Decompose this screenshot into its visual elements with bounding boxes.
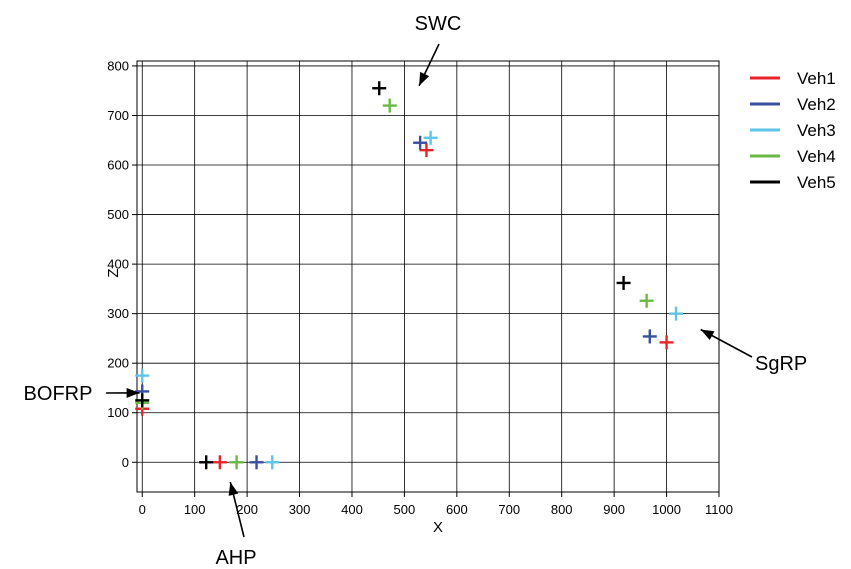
annotation-arrow (418, 43, 440, 87)
annotation-swc: SWC (415, 13, 462, 87)
annotation-arrow (228, 481, 245, 538)
plus-marker (199, 455, 214, 470)
plus-marker (616, 275, 631, 290)
legend-label: Veh1 (797, 69, 836, 88)
plus-marker (382, 98, 397, 113)
x-tick-label: 500 (394, 502, 416, 517)
x-tick-label: 100 (184, 502, 206, 517)
annotation-label: AHP (215, 547, 256, 569)
annotation-label: SgRP (755, 353, 807, 375)
annotation-bofrp: BOFRP (24, 383, 140, 405)
legend-item-veh4: Veh4 (750, 147, 836, 166)
plus-marker (669, 306, 684, 321)
x-tick-label: 200 (236, 502, 258, 517)
x-tick-label: 1100 (705, 502, 733, 517)
series-veh1 (135, 143, 674, 470)
plot-area (136, 60, 720, 493)
legend-label: Veh2 (797, 95, 836, 114)
plus-marker (265, 455, 280, 470)
annotation-arrow (105, 387, 140, 398)
legend: Veh1 Veh2 Veh3 Veh4 Veh5 (750, 69, 836, 192)
legend-item-veh5: Veh5 (750, 173, 836, 192)
y-tick-label: 400 (107, 257, 129, 272)
y-axis-label: Z (105, 268, 122, 277)
grid-lines (137, 61, 720, 492)
y-axis-ticks: 0 100 200 300 400 500 600 700 800 (107, 58, 137, 470)
y-tick-label: 0 (122, 455, 129, 470)
x-tick-label: 700 (498, 502, 520, 517)
legend-item-veh1: Veh1 (750, 69, 836, 88)
y-tick-label: 500 (107, 207, 129, 222)
y-tick-label: 800 (107, 58, 129, 73)
plus-marker (212, 455, 227, 470)
x-tick-label: 1000 (652, 502, 681, 517)
legend-label: Veh5 (797, 173, 836, 192)
plus-marker (423, 130, 438, 145)
annotation-label: BOFRP (24, 383, 93, 405)
x-tick-label: 900 (603, 502, 625, 517)
y-tick-label: 700 (107, 108, 129, 123)
series-veh5 (135, 81, 631, 470)
plus-marker (135, 393, 150, 408)
legend-label: Veh4 (797, 147, 836, 166)
plus-marker (659, 335, 674, 350)
annotations: SWC SgRP BOFRP AHP (24, 13, 808, 569)
data-points (135, 81, 684, 470)
y-tick-label: 100 (107, 405, 129, 420)
legend-item-veh3: Veh3 (750, 121, 836, 140)
plus-marker (639, 293, 654, 308)
plus-marker (642, 329, 657, 344)
annotation-label: SWC (415, 13, 462, 35)
plus-marker (372, 81, 387, 96)
plus-marker (249, 455, 264, 470)
x-tick-label: 300 (289, 502, 311, 517)
x-tick-label: 600 (446, 502, 468, 517)
plus-marker (135, 368, 150, 383)
plus-marker (413, 135, 428, 150)
annotation-ahp: AHP (215, 481, 257, 569)
plus-marker (229, 455, 244, 470)
y-tick-label: 200 (107, 356, 129, 371)
x-tick-label: 400 (341, 502, 363, 517)
series-veh3 (135, 130, 684, 470)
x-tick-label: 0 (139, 502, 146, 517)
plus-marker (419, 143, 434, 158)
legend-item-veh2: Veh2 (750, 95, 836, 114)
y-tick-label: 300 (107, 306, 129, 321)
y-tick-label: 600 (107, 158, 129, 173)
legend-label: Veh3 (797, 121, 836, 140)
annotation-sgrp: SgRP (700, 328, 807, 375)
x-axis-ticks: 0 100 200 300 400 500 600 700 800 900 1000 1100 (139, 492, 733, 517)
x-axis-label: X (433, 519, 443, 536)
annotation-arrow (700, 328, 753, 358)
x-tick-label: 800 (551, 502, 573, 517)
